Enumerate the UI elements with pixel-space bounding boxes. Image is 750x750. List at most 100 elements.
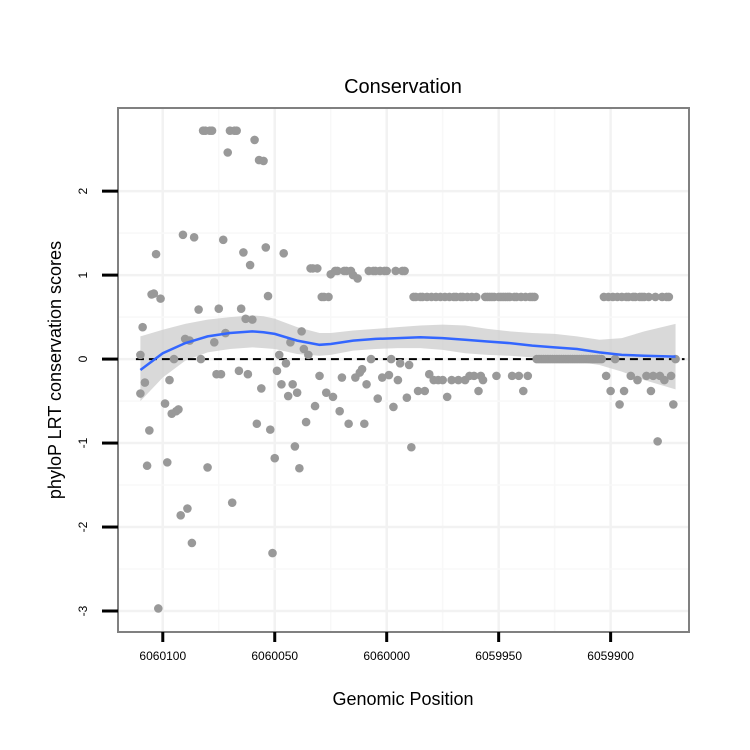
data-point [395, 358, 405, 368]
x-tick-label: 6060000 [363, 649, 410, 663]
data-point [274, 350, 284, 360]
data-point [312, 264, 322, 273]
data-point [263, 291, 273, 301]
data-point [259, 156, 268, 166]
x-tick-label: 6060050 [251, 649, 298, 663]
data-point [265, 425, 275, 434]
data-point [653, 437, 662, 446]
data-point [277, 379, 286, 389]
data-point [386, 354, 396, 364]
y-tick-label: 1 [76, 271, 90, 278]
data-point [196, 354, 206, 364]
data-point [646, 386, 656, 396]
data-point [216, 369, 226, 379]
data-point [227, 498, 237, 507]
data-point [187, 538, 197, 548]
data-point [234, 366, 244, 376]
data-point [301, 417, 311, 427]
data-point [243, 369, 253, 379]
data-point [353, 274, 362, 283]
data-point [530, 292, 539, 302]
data-point [492, 371, 501, 381]
data-point [393, 375, 403, 385]
data-point [169, 354, 179, 364]
data-point [507, 371, 517, 381]
data-point [424, 369, 434, 379]
data-point [518, 386, 528, 396]
data-point [382, 266, 392, 276]
data-point [454, 375, 463, 385]
data-point [315, 371, 324, 381]
data-point [597, 354, 606, 364]
data-point [160, 399, 170, 408]
y-tick-label: 2 [76, 187, 90, 194]
data-point [281, 358, 291, 368]
data-point [474, 386, 483, 396]
data-point [174, 405, 183, 414]
data-point [145, 426, 154, 435]
data-point [344, 419, 353, 429]
x-tick-label: 6059900 [587, 649, 634, 663]
data-point [250, 135, 259, 145]
data-point [360, 419, 369, 429]
data-point [615, 400, 624, 409]
data-point [270, 453, 280, 463]
data-point [377, 373, 387, 382]
data-point [189, 233, 199, 242]
data-point [283, 391, 293, 401]
data-point [156, 294, 165, 303]
data-point [666, 371, 676, 381]
data-point [606, 386, 615, 396]
data-point [162, 458, 172, 467]
data-point [333, 266, 342, 276]
data-point [165, 375, 174, 385]
panel-border [117, 107, 690, 633]
data-point [619, 386, 629, 396]
data-point [154, 604, 163, 613]
data-point [297, 327, 306, 336]
data-point [136, 350, 145, 360]
chart-title: Conservation [344, 76, 462, 98]
data-point [252, 419, 262, 429]
data-point [241, 314, 250, 324]
data-point [207, 126, 217, 135]
data-point [391, 266, 400, 276]
data-point [299, 344, 309, 354]
plot-panel [117, 107, 690, 633]
x-axis-label: Genomic Position [332, 689, 473, 709]
smooth-trend-line [139, 330, 676, 371]
confidence-band [140, 315, 676, 402]
y-tick-label: -3 [76, 605, 90, 616]
data-point [420, 386, 430, 396]
data-point [272, 366, 282, 376]
data-point [268, 548, 277, 558]
data-point [142, 461, 152, 471]
x-tick-label: 6059950 [475, 649, 522, 663]
data-point [290, 442, 300, 451]
panel-background [118, 108, 689, 632]
data-point [304, 350, 313, 360]
y-axis-label: phyloP LRT conservation scores [45, 241, 65, 499]
data-point [194, 305, 203, 314]
data-point [151, 249, 161, 259]
data-point [664, 292, 674, 302]
data-point [261, 243, 271, 252]
data-point [642, 371, 651, 381]
data-point [442, 392, 452, 402]
data-point [245, 260, 255, 270]
grid-lines [118, 108, 689, 632]
data-point [384, 370, 394, 380]
data-point [288, 379, 297, 389]
data-point [321, 388, 331, 397]
data-point [389, 402, 398, 412]
data-point [447, 375, 456, 385]
data-point [178, 230, 188, 240]
data-point [324, 292, 333, 302]
data-points [136, 126, 680, 613]
data-point [357, 364, 367, 374]
data-point [478, 375, 488, 385]
data-point [669, 400, 678, 409]
data-point [209, 337, 219, 347]
data-point [248, 315, 257, 324]
data-point [232, 126, 241, 135]
